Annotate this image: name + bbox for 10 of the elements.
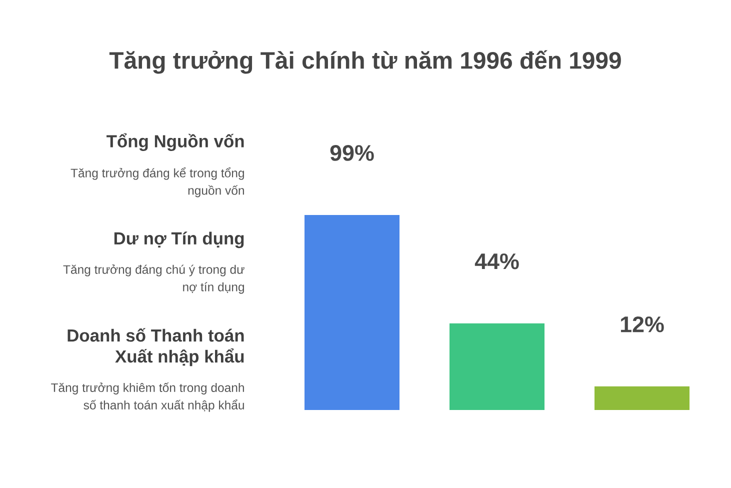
data-label: 44% — [474, 253, 519, 270]
text: Tăng trưởng đáng kể trong tổng nguồn vốn — [70, 167, 244, 198]
text: Tổng Nguồn vốn — [106, 133, 244, 151]
text: Doanh số Thanh toán Xuất nhập khẩu — [68, 328, 244, 366]
text: Tăng trưởng đáng chú ý trong dư nợ tín dụng — [63, 264, 244, 294]
text: Dư nợ Tín dụng — [114, 232, 244, 248]
text: Tăng trưởng khiêm tốn trong doanh số thanh toán xuất nhập khẩu — [51, 382, 244, 412]
data-label: 99% — [330, 145, 374, 161]
data-label: 12% — [620, 316, 664, 332]
chart-title: Tăng trưởng Tài chính từ năm 1996 đến 1999 — [109, 50, 621, 74]
